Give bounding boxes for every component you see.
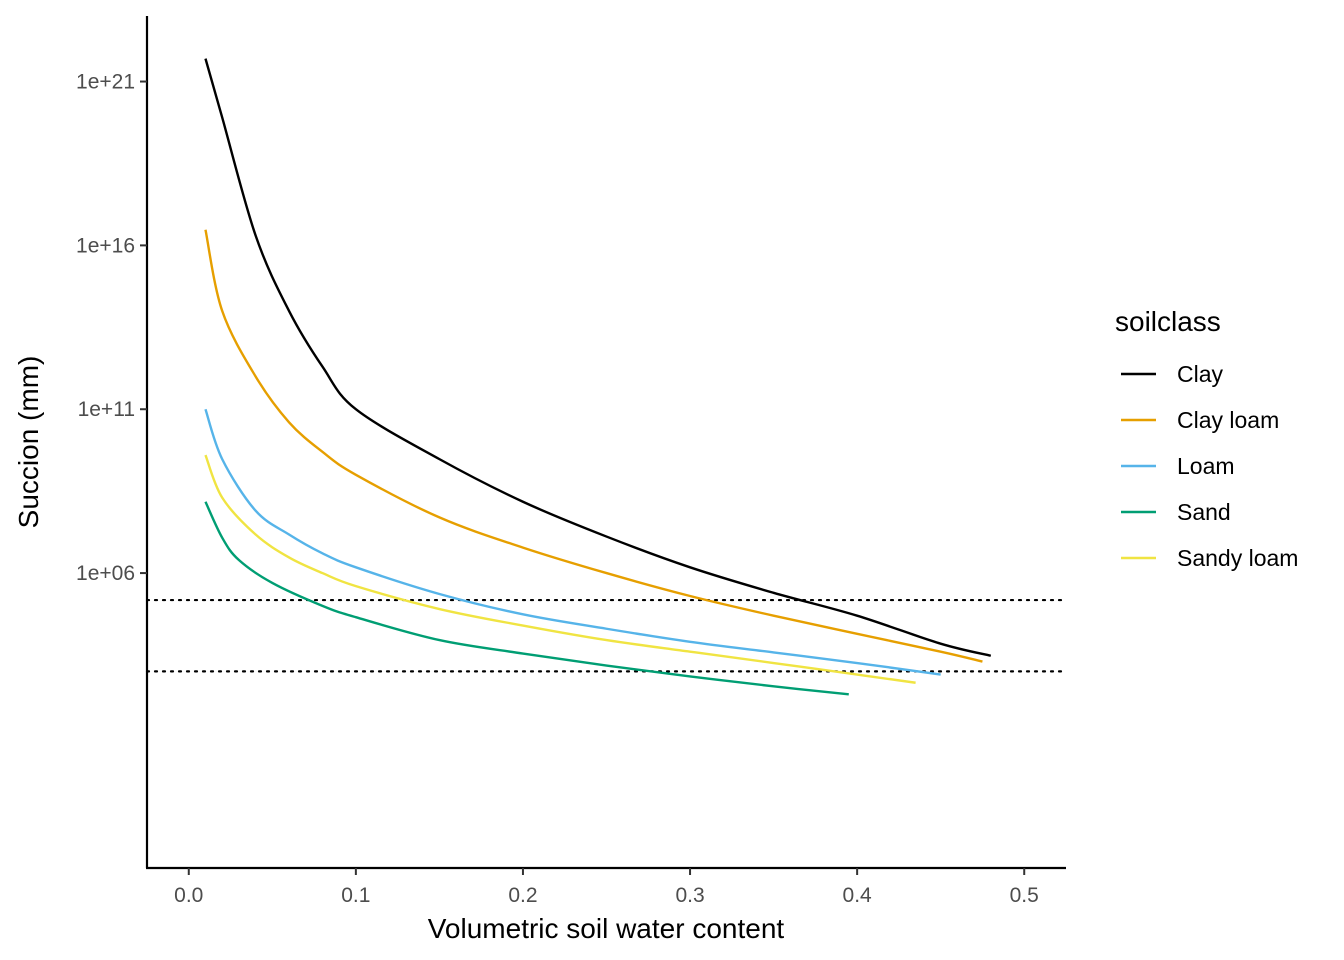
legend-label-clay: Clay xyxy=(1177,361,1224,387)
series-line-clay-loam xyxy=(204,229,983,663)
series-lines xyxy=(204,58,992,696)
x-tick-label: 0.4 xyxy=(843,884,873,907)
legend-label-sandy-loam: Sandy loam xyxy=(1177,545,1298,571)
y-tick-label: 1e+21 xyxy=(76,71,135,94)
x-axis-title: Volumetric soil water content xyxy=(428,913,785,944)
series-line-clay xyxy=(204,58,992,657)
y-axis-title: Succion (mm) xyxy=(13,356,44,529)
y-axis-ticks: 1e+06 1e+11 1e+16 1e+21 xyxy=(76,71,147,585)
plot-panel xyxy=(145,58,1068,696)
x-tick-label: 0.3 xyxy=(675,884,704,907)
legend-items: Clay Clay loam Loam Sand Sandy loam xyxy=(1121,361,1298,571)
x-tick-label: 0.5 xyxy=(1010,884,1039,907)
x-tick-label: 0.0 xyxy=(174,884,203,907)
x-tick-label: 0.2 xyxy=(508,884,537,907)
y-tick-label: 1e+16 xyxy=(76,234,135,257)
y-tick-label: 1e+11 xyxy=(78,398,135,421)
y-tick-label: 1e+06 xyxy=(76,562,135,585)
x-tick-label: 0.1 xyxy=(341,884,370,907)
legend: soilclass Clay Clay loam Loam Sand Sandy loa… xyxy=(1115,306,1298,571)
legend-label-clay-loam: Clay loam xyxy=(1177,407,1279,433)
reference-lines xyxy=(145,598,1068,673)
x-axis-ticks: 0.0 0.1 0.2 0.3 0.4 0.5 xyxy=(174,868,1039,907)
legend-label-sand: Sand xyxy=(1177,499,1231,525)
series-line-loam xyxy=(204,408,941,676)
series-line-sandy-loam xyxy=(204,454,916,684)
legend-label-loam: Loam xyxy=(1177,453,1235,479)
series-line-sand xyxy=(204,501,849,696)
legend-title: soilclass xyxy=(1115,306,1221,337)
